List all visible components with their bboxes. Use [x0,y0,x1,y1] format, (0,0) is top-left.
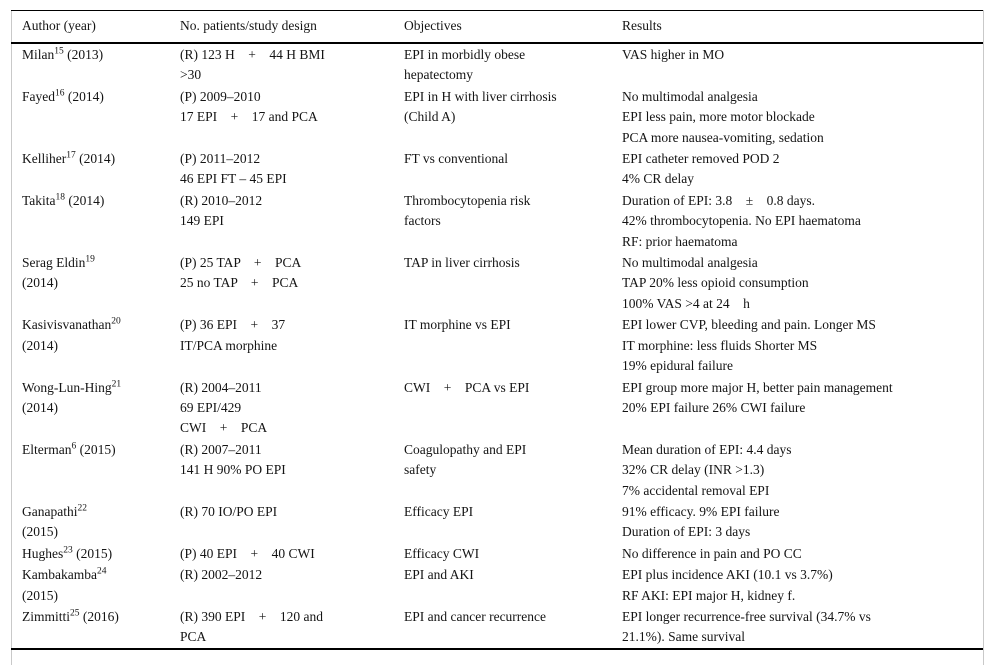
table-row: Milan15 (2013) (R) 123 H + 44 H BMI >30 EP… [11,43,983,86]
results-cell: EPI group more major H, better pain mana… [622,379,893,415]
reference-superscript: 25 [70,608,80,619]
results-cell: Mean duration of EPI: 4.4 days 32% CR de… [622,441,792,498]
reference-superscript: 23 [63,545,73,556]
table-row: Fayed16 (2014) (P) 2009–2010 17 EPI + 17 … [11,86,983,148]
design-cell: (P) 40 EPI + 40 CWI [180,545,315,561]
table-row: Takita18 (2014) (R) 2010–2012 149 EPI Thro… [11,190,983,252]
author-cell: Kasivisvanathan20 (2014) [22,316,121,353]
objectives-cell: CWI + PCA vs EPI [404,379,530,395]
reference-superscript: 17 [66,150,76,161]
objectives-cell: EPI and cancer recurrence [404,608,547,624]
results-cell: No multimodal analgesia EPI less pain, m… [622,88,824,145]
design-cell: (P) 2011–2012 46 EPI FT – 45 EPI [180,151,287,187]
design-cell: (R) 123 H + 44 H BMI >30 [180,47,325,83]
reference-superscript: 18 [55,192,66,203]
column-header-results: Results [622,10,983,44]
table-row: Elterman6 (2015) (R) 2007–2011 141 H 90% … [11,439,983,501]
results-cell: EPI lower CVP, bleeding and pain. Longer… [622,317,876,374]
studies-table: Author (year) No. patients/study design … [11,10,983,650]
reference-superscript: 16 [55,88,65,99]
objectives-cell: EPI in H with liver cirrhosis (Child A) [404,88,557,125]
reference-superscript: 6 [71,441,77,452]
column-header-author: Author (year) [11,10,180,44]
author-cell: Serag Eldin19 (2014) [22,254,95,291]
author-cell: Elterman6 (2015) [22,441,116,457]
column-header-patients-design: No. patients/study design [180,10,404,44]
objectives-cell: EPI in morbidly obese hepatectomy [404,47,526,83]
design-cell: (R) 390 EPI + 120 and PCA [180,608,323,645]
reference-superscript: 20 [111,316,121,327]
results-cell: No difference in pain and PO CC [622,545,802,561]
reference-superscript: 19 [85,254,95,265]
author-cell: Zimmitti25 (2016) [22,608,119,624]
objectives-cell: Coagulopathy and EPI safety [404,441,527,478]
table-row: Wong-Lun-Hing21 (2014) (R) 2004–2011 69 EP… [11,377,983,439]
objectives-cell: TAP in liver cirrhosis [404,255,520,271]
table-row: Kambakamba24 (2015) (R) 2002–2012 EPI and A… [11,564,983,606]
table-row: Kasivisvanathan20 (2014) (P) 36 EPI + 37 I… [11,314,983,376]
objectives-cell: Efficacy CWI [404,545,480,561]
design-cell: (P) 36 EPI + 37 IT/PCA morphine [180,317,286,353]
results-cell: 91% efficacy. 9% EPI failure Duration of… [622,503,780,540]
author-cell: Hughes23 (2015) [22,545,113,561]
results-cell: No multimodal analgesia TAP 20% less opi… [622,255,809,311]
author-cell: Kambakamba24 (2015) [22,566,107,603]
results-cell: Duration of EPI: 3.8 ± 0.8 days. 42% thr… [622,192,861,249]
design-cell: (R) 2007–2011 141 H 90% PO EPI [180,441,286,478]
header-row: Author (year) No. patients/study design … [11,10,983,44]
reference-superscript: 22 [77,503,87,514]
table-left-border-line [11,10,12,665]
reference-superscript: 21 [111,379,122,389]
design-cell: (R) 2010–2012 149 EPI [180,192,263,229]
author-cell: Kelliher17 (2014) [22,150,116,167]
reference-superscript: 24 [96,566,107,577]
table-row: Kelliher17 (2014) (P) 2011–2012 46 EPI FT… [11,148,983,190]
objectives-cell: Efficacy EPI [404,503,474,519]
author-cell: Wong-Lun-Hing21 (2014) [22,379,122,415]
table-row: Zimmitti25 (2016) (R) 390 EPI + 120 and P… [11,606,983,649]
objectives-cell: Thrombocytopenia risk factors [404,192,531,229]
design-cell: (R) 2002–2012 [180,567,263,583]
design-cell: (P) 2009–2010 17 EPI + 17 and PCA [180,88,318,125]
table-body: Milan15 (2013) (R) 123 H + 44 H BMI >30 EP… [11,43,983,649]
author-cell: Ganapathi22 (2015) [22,503,87,540]
table-row: Serag Eldin19 (2014) (P) 25 TAP + PCA 25 n… [11,252,983,314]
table-row: Hughes23 (2015) (P) 40 EPI + 40 CWI Effica… [11,543,983,564]
objectives-cell: IT morphine vs EPI [404,317,511,333]
results-cell: EPI plus incidence AKI (10.1 vs 3.7%) RF… [622,567,833,603]
table-row: Ganapathi22 (2015) (R) 70 IO/PO EPI Efficac… [11,501,983,543]
design-cell: (R) 70 IO/PO EPI [180,503,278,519]
design-cell: (R) 2004–2011 69 EPI/429 CWI + PCA [180,379,268,436]
reference-superscript: 15 [54,46,64,57]
column-header-objectives: Objectives [404,10,622,44]
table-header: Author (year) No. patients/study design … [11,10,983,44]
objectives-cell: FT vs conventional [404,151,508,167]
table-right-border-line [983,10,984,665]
results-cell: EPI longer recurrence-free survival (34.… [622,608,871,645]
author-cell: Fayed16 (2014) [22,88,104,104]
results-cell: VAS higher in MO [622,47,725,62]
author-cell: Milan15 (2013) [22,46,104,62]
results-cell: EPI catheter removed POD 2 4% CR delay [622,151,780,187]
objectives-cell: EPI and AKI [404,567,474,583]
design-cell: (P) 25 TAP + PCA 25 no TAP + PCA [180,255,302,291]
author-cell: Takita18 (2014) [22,192,105,208]
